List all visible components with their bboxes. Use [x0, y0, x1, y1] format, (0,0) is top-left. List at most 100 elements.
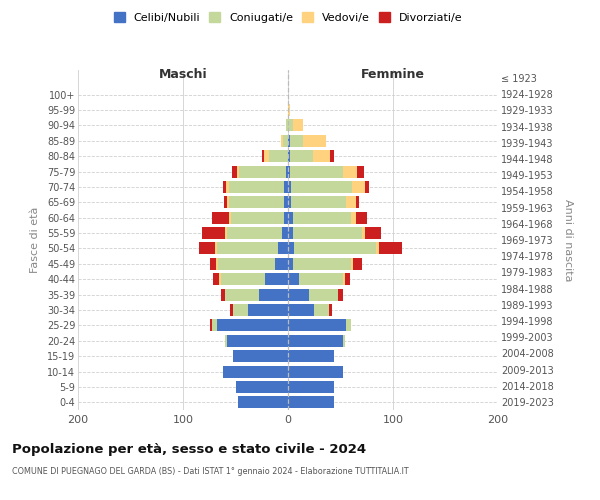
Bar	[217, 242, 277, 254]
Bar	[356, 212, 367, 224]
Bar	[288, 227, 293, 239]
Bar	[225, 288, 259, 300]
Bar	[309, 288, 338, 300]
Bar	[227, 196, 229, 208]
Bar	[379, 242, 403, 254]
Bar	[290, 135, 303, 147]
Bar	[290, 150, 313, 162]
Bar	[223, 181, 226, 193]
Bar	[361, 227, 365, 239]
Bar	[214, 273, 218, 285]
Bar	[291, 196, 346, 208]
Bar	[217, 320, 288, 332]
Bar	[221, 288, 225, 300]
Bar	[288, 120, 293, 132]
Bar	[239, 166, 286, 177]
Bar	[288, 320, 346, 332]
Bar	[288, 396, 334, 408]
Bar	[233, 304, 248, 316]
Y-axis label: Anni di nascita: Anni di nascita	[563, 198, 573, 281]
Bar	[353, 258, 361, 270]
Bar	[212, 212, 229, 224]
Bar	[290, 166, 343, 177]
Bar	[229, 181, 284, 193]
Bar	[288, 273, 299, 285]
Bar	[265, 273, 288, 285]
Bar	[288, 258, 293, 270]
Y-axis label: Fasce di età: Fasce di età	[30, 207, 40, 273]
Bar	[284, 196, 288, 208]
Text: COMUNE DI PUEGNAGO DEL GARDA (BS) - Dati ISTAT 1° gennaio 2024 - Elaborazione TU: COMUNE DI PUEGNAGO DEL GARDA (BS) - Dati…	[12, 468, 409, 476]
Bar	[215, 258, 218, 270]
Bar	[291, 181, 352, 193]
Bar	[281, 135, 283, 147]
Bar	[288, 304, 314, 316]
Bar	[358, 166, 364, 177]
Bar	[343, 335, 345, 347]
Bar	[352, 181, 365, 193]
Bar	[288, 196, 291, 208]
Bar	[365, 181, 369, 193]
Bar	[288, 104, 290, 116]
Bar	[224, 196, 227, 208]
Legend: Celibi/Nubili, Coniugati/e, Vedovi/e, Divorziati/e: Celibi/Nubili, Coniugati/e, Vedovi/e, Di…	[109, 8, 467, 28]
Bar	[288, 166, 290, 177]
Bar	[351, 258, 353, 270]
Bar	[351, 212, 356, 224]
Bar	[288, 366, 343, 378]
Bar	[288, 181, 291, 193]
Bar	[293, 120, 303, 132]
Bar	[284, 181, 288, 193]
Bar	[236, 166, 239, 177]
Bar	[238, 396, 288, 408]
Bar	[262, 150, 264, 162]
Bar	[235, 381, 288, 393]
Bar	[232, 166, 236, 177]
Bar	[226, 181, 229, 193]
Bar	[210, 258, 215, 270]
Bar	[230, 304, 233, 316]
Bar	[275, 258, 288, 270]
Bar	[288, 288, 309, 300]
Bar	[283, 135, 288, 147]
Bar	[229, 212, 232, 224]
Bar	[303, 135, 326, 147]
Bar	[225, 227, 227, 239]
Bar	[288, 135, 290, 147]
Bar	[202, 227, 225, 239]
Bar	[293, 227, 361, 239]
Bar	[345, 273, 350, 285]
Bar	[225, 335, 227, 347]
Bar	[343, 273, 345, 285]
Bar	[338, 288, 343, 300]
Bar	[259, 288, 288, 300]
Bar	[218, 273, 221, 285]
Bar	[286, 166, 288, 177]
Bar	[229, 196, 284, 208]
Bar	[199, 242, 215, 254]
Bar	[286, 120, 288, 132]
Bar	[288, 381, 334, 393]
Bar	[248, 304, 288, 316]
Bar	[314, 304, 329, 316]
Bar	[299, 273, 343, 285]
Bar	[293, 258, 351, 270]
Bar	[356, 196, 359, 208]
Bar	[343, 166, 358, 177]
Bar	[293, 212, 351, 224]
Text: Popolazione per età, sesso e stato civile - 2024: Popolazione per età, sesso e stato civil…	[12, 442, 366, 456]
Bar	[295, 242, 376, 254]
Text: Femmine: Femmine	[361, 68, 425, 81]
Bar	[288, 212, 293, 224]
Bar	[218, 258, 275, 270]
Bar	[365, 227, 382, 239]
Bar	[288, 150, 290, 162]
Bar	[264, 150, 269, 162]
Bar	[277, 242, 288, 254]
Bar	[346, 196, 356, 208]
Bar	[232, 212, 284, 224]
Bar	[288, 335, 343, 347]
Bar	[282, 227, 288, 239]
Bar	[376, 242, 379, 254]
Bar	[223, 366, 288, 378]
